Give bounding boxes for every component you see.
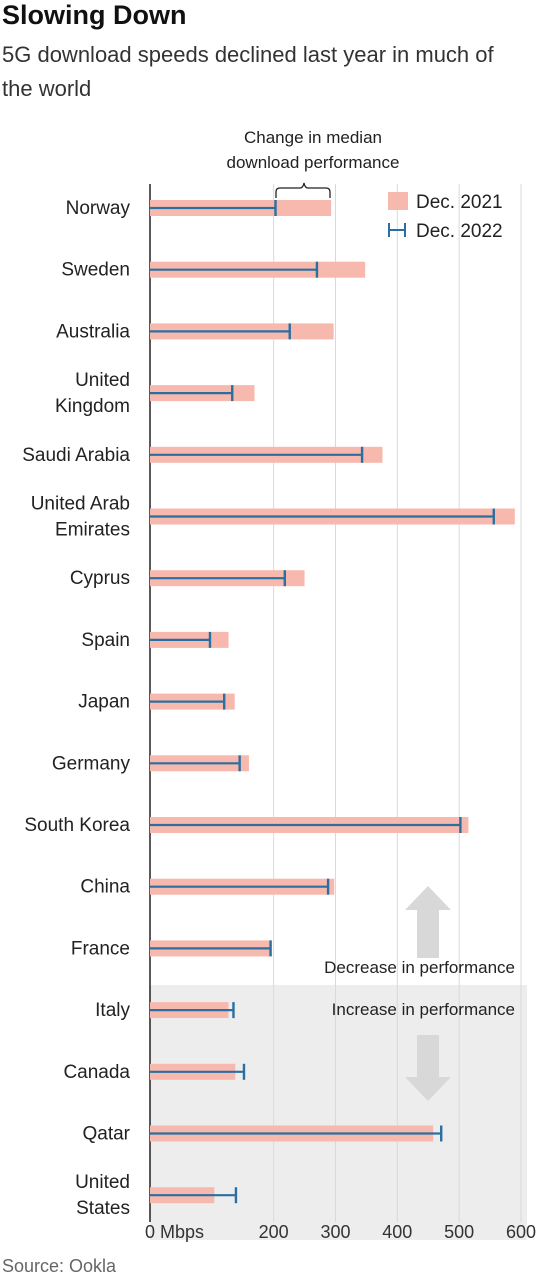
country-label: United: [75, 370, 130, 391]
country-label: Kingdom: [55, 396, 130, 417]
decrease-label: Decrease in performance: [324, 958, 515, 977]
country-label: China: [80, 877, 130, 898]
x-tick-label: 0 Mbps: [145, 1222, 204, 1242]
country-label: Cyprus: [70, 568, 130, 589]
change-annotation-line1: Change in median: [244, 128, 382, 147]
country-label: Saudi Arabia: [22, 445, 130, 466]
x-tick-label: 500: [444, 1222, 474, 1242]
country-label: Spain: [81, 630, 130, 651]
country-label: South Korea: [24, 815, 130, 836]
chart-subtitle: 5G download speeds declined last year in…: [2, 42, 494, 101]
gridlines: [273, 184, 522, 1222]
legend-label-dec2022: Dec. 2022: [416, 221, 503, 242]
change-bracket: [275, 182, 331, 198]
country-label: United: [75, 1172, 130, 1193]
country-label: Qatar: [82, 1124, 130, 1145]
country-label: Canada: [63, 1062, 130, 1083]
increase-label: Increase in performance: [332, 1000, 515, 1019]
bars-group: [150, 200, 515, 1204]
up-arrow-icon: [405, 886, 451, 958]
source-note: Source: Ookla: [2, 1256, 117, 1276]
change-annotation-line2: download performance: [227, 153, 400, 172]
legend-swatch-dec2021: [388, 192, 408, 210]
chart-title: Slowing Down: [2, 0, 187, 30]
country-label: Australia: [56, 321, 130, 342]
country-label: Sweden: [61, 260, 130, 281]
x-tick-label: 400: [382, 1222, 412, 1242]
legend-label-dec2021: Dec. 2021: [416, 192, 503, 213]
country-label: Italy: [95, 1000, 130, 1021]
country-label: Germany: [52, 753, 131, 774]
country-label: Japan: [78, 692, 130, 713]
country-labels: Norway Sweden Australia United Kingdom Saudi …: [22, 198, 130, 1219]
x-tick-label: 300: [320, 1222, 350, 1242]
x-tick-label: 200: [259, 1222, 289, 1242]
country-label: States: [76, 1198, 130, 1219]
country-label: United Arab: [31, 494, 130, 515]
down-arrow-icon: [405, 1035, 451, 1101]
country-label: Emirates: [55, 520, 130, 541]
legend-marker-dec2022: [388, 223, 406, 237]
country-label: Norway: [66, 198, 131, 219]
x-tick-labels: 0 Mbps 200 300 400 500 600: [145, 1222, 536, 1242]
x-tick-label: 600: [506, 1222, 536, 1242]
country-label: France: [71, 938, 130, 959]
